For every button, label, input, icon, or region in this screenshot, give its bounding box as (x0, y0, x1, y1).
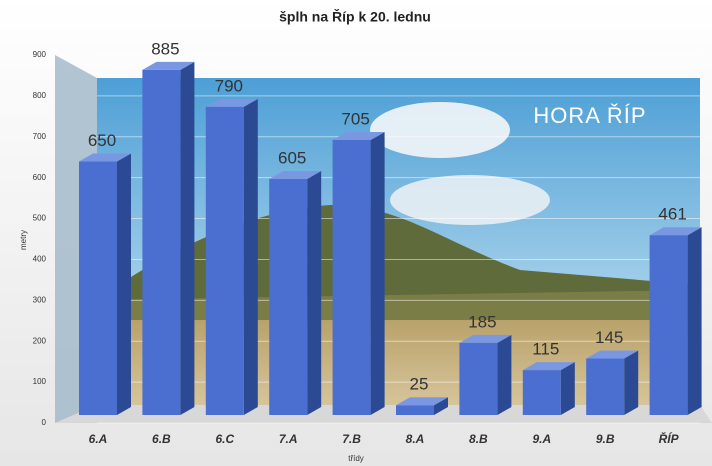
bar (142, 62, 194, 415)
x-tick-label: 8.A (406, 432, 425, 446)
bar (79, 154, 131, 416)
bar-side (307, 171, 321, 415)
y-tick-label: 400 (33, 255, 47, 264)
bar-front (586, 358, 624, 415)
bar-side (624, 350, 638, 415)
value-label: 461 (658, 205, 686, 224)
x-tick-label: 9.B (596, 432, 615, 446)
y-tick-label: 500 (33, 214, 47, 223)
bar-side (688, 227, 702, 415)
bar-side (371, 132, 385, 415)
y-tick-label: 600 (33, 173, 47, 182)
bar (586, 350, 638, 415)
bar (269, 171, 321, 415)
x-tick-label: ŘÍP (659, 431, 680, 446)
bar-front (206, 107, 244, 415)
x-tick-label: 7.B (342, 432, 361, 446)
value-label: 885 (151, 39, 179, 58)
y-tick-label: 700 (33, 132, 47, 141)
x-tick-label: 6.B (152, 432, 171, 446)
bar-front (650, 235, 688, 415)
value-label: 605 (278, 149, 306, 168)
value-label: 145 (595, 328, 623, 347)
bar-side (180, 62, 194, 415)
value-label: 25 (410, 375, 429, 394)
bar-front (79, 162, 117, 416)
y-tick-label: 900 (33, 50, 47, 59)
x-tick-label: 6.C (215, 432, 234, 446)
chart: šplh na Říp k 20. lednu HORA ŘÍP třídy m… (0, 0, 712, 466)
value-label: 115 (532, 340, 559, 359)
chart-title: šplh na Říp k 20. lednu (279, 8, 431, 25)
bar (650, 227, 702, 415)
x-tick-label: 8.B (469, 432, 488, 446)
bar (523, 362, 575, 415)
x-tick-label: 9.A (532, 432, 551, 446)
bar-front (523, 370, 561, 415)
bar-front (333, 140, 371, 415)
value-label: 185 (468, 312, 496, 331)
x-tick-label: 7.A (279, 432, 298, 446)
bar-side (561, 362, 575, 415)
bar (459, 335, 511, 415)
bar (206, 99, 258, 415)
bar-front (269, 179, 307, 415)
bar-side (117, 154, 131, 416)
x-tick-label: 6.A (89, 432, 108, 446)
bar-front (396, 405, 434, 415)
value-label: 705 (341, 110, 369, 129)
bar-front (459, 343, 497, 415)
y-tick-label: 300 (33, 295, 47, 304)
y-tick-label: 0 (42, 418, 47, 427)
value-label: 650 (88, 131, 116, 150)
bar-side (244, 99, 258, 415)
y-tick-label: 800 (33, 91, 47, 100)
bar (333, 132, 385, 415)
annotation: HORA ŘÍP (533, 103, 646, 128)
bar-front (142, 70, 180, 415)
y-tick-label: 200 (33, 336, 47, 345)
x-axis-label: třídy (348, 454, 364, 463)
y-tick-label: 100 (33, 377, 47, 386)
value-label: 790 (215, 76, 243, 95)
bar-side (497, 335, 511, 415)
y-axis-label: metry (19, 230, 28, 250)
